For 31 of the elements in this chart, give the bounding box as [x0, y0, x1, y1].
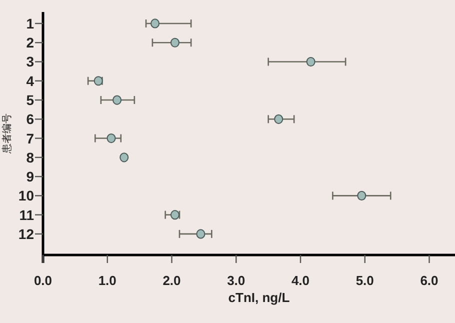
point	[94, 76, 103, 86]
y-tick-label: 5	[26, 92, 34, 108]
y-tick-label: 12	[18, 226, 34, 242]
point	[274, 114, 284, 124]
y-tick-label: 6	[26, 111, 34, 128]
point	[196, 229, 206, 239]
x-tick-label: 4.0	[291, 273, 310, 288]
point	[306, 56, 316, 67]
x-axis-title: cTnI, ng/L	[228, 290, 290, 305]
y-tick-label: 2	[26, 34, 34, 51]
y-tick-label: 9	[26, 168, 34, 185]
x-tick-label: 6.0	[420, 273, 438, 288]
point	[106, 133, 116, 144]
y-tick-label: 11	[19, 206, 34, 223]
y-tick-label: 1	[26, 15, 34, 32]
x-tick-label: 2.0	[162, 273, 181, 288]
x-tick-label: 0.0	[34, 273, 52, 288]
x-tick-label: 3.0	[227, 273, 246, 288]
x-tick-label: 1.0	[98, 273, 116, 288]
y-tick-label: 8	[26, 149, 34, 166]
point	[357, 190, 366, 200]
y-tick-label: 4	[26, 72, 34, 89]
point	[112, 95, 122, 105]
point	[170, 38, 180, 48]
x-tick-label: 5.0	[356, 273, 374, 288]
y-tick-label: 3	[26, 54, 34, 70]
point	[170, 210, 180, 220]
y-tick-label: 7	[26, 130, 34, 146]
point	[150, 18, 160, 28]
y-tick-label: 10	[18, 188, 34, 204]
y-axis-title: 患者编号	[1, 114, 13, 154]
